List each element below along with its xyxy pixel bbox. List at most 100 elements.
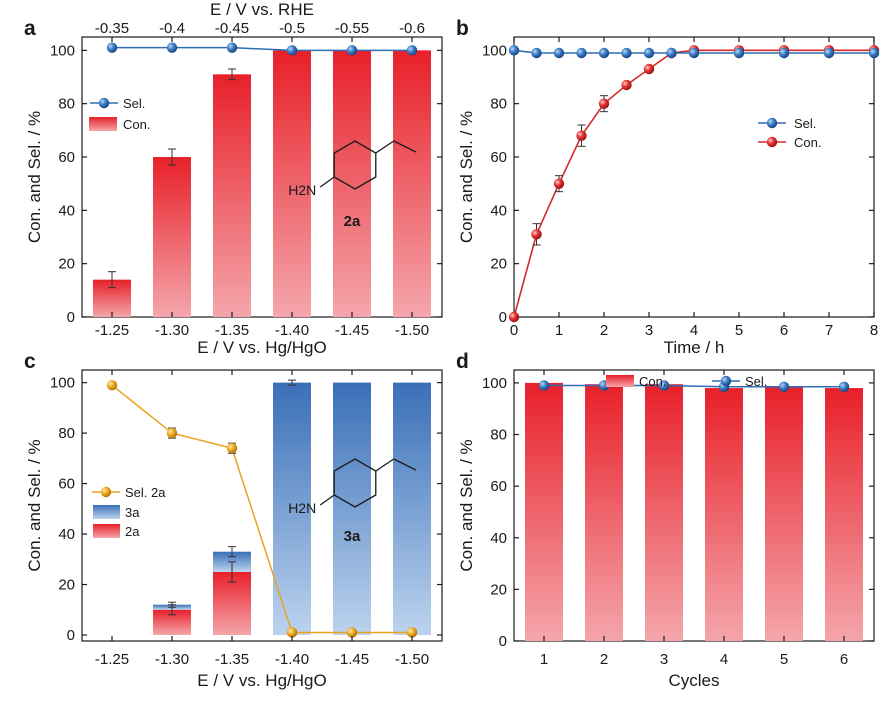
panel-label: b — [456, 17, 469, 40]
legend-label-sel: Sel. — [745, 374, 767, 389]
x-tick-label: 3 — [645, 322, 653, 339]
x-tick-label: -1.30 — [155, 322, 189, 339]
x-tick-label: 6 — [780, 322, 788, 339]
y-tick-label: 80 — [58, 425, 75, 442]
point-sel — [406, 45, 418, 56]
top-tick-label: -0.55 — [335, 20, 369, 37]
point-con — [598, 98, 610, 109]
error-bar-3a — [288, 379, 296, 386]
point-sel — [688, 47, 700, 59]
top-tick-label: -0.35 — [95, 20, 129, 37]
point-sel — [553, 47, 565, 59]
x-tick-label: -1.25 — [95, 322, 129, 339]
x-tick-label: -1.45 — [335, 322, 369, 339]
y-tick-label: 100 — [50, 42, 75, 59]
legend-swatch-3a — [93, 505, 120, 519]
x-tick-label: -1.40 — [275, 322, 309, 339]
x-tick-label: -1.50 — [395, 322, 429, 339]
error-bar-3a — [168, 601, 176, 608]
point-sel — [531, 47, 542, 59]
point-sel — [621, 47, 632, 59]
x-tick-label: -1.35 — [215, 322, 249, 339]
legend-label-sel: Sel. — [123, 96, 145, 111]
line-con — [513, 49, 874, 318]
point-sel — [106, 42, 118, 53]
error-bar-3a — [228, 546, 236, 558]
x-axis-label: Time / h — [664, 338, 725, 357]
molecule-2a — [319, 140, 417, 190]
point-sel — [838, 381, 850, 392]
legend-swatch-con — [606, 375, 634, 387]
y-tick-label: 60 — [490, 478, 507, 495]
x-tick-label: 2 — [600, 322, 608, 339]
ethyl-bond-1 — [375, 458, 395, 472]
point-con — [531, 229, 542, 240]
axes-box — [81, 36, 443, 318]
legend: Con. Sel. — [606, 374, 767, 389]
point-con — [621, 79, 632, 91]
point-sel — [823, 47, 835, 59]
compound-label: 2a — [344, 213, 361, 230]
x-axis-label: E / V vs. Hg/HgO — [197, 671, 326, 690]
legend-label-con: Con. — [794, 135, 821, 150]
y-tick-label: 20 — [490, 581, 507, 598]
point-sel — [666, 47, 677, 59]
y-tick-label: 60 — [490, 149, 507, 166]
plot-frame: 0 20 40 60 80 100 Con. and Sel. / % d 1 2 3 4 5 6 Cycl… — [456, 350, 875, 690]
bar-con — [273, 50, 311, 317]
y-tick-label: 40 — [58, 202, 75, 219]
amine-label: H2N — [288, 182, 316, 198]
ethyl-bond-2 — [393, 458, 417, 471]
y-tick-label: 80 — [490, 96, 507, 113]
point-sel — [226, 42, 238, 53]
top-tick-label: -0.45 — [215, 20, 249, 37]
plot-frame: 0 20 40 60 80 100 Con. and Sel. / % b 0 1 2 3 4 5 6 7 8 T… — [456, 17, 880, 357]
point-sel-2a — [286, 627, 298, 638]
legend-marker-con — [766, 136, 778, 148]
bar-con — [645, 384, 683, 641]
point-sel — [286, 45, 298, 56]
x-axis-label: E / V vs. Hg/HgO — [197, 338, 326, 357]
molecule-3a — [319, 458, 417, 508]
bar-con — [705, 388, 743, 641]
panel-label: a — [24, 17, 36, 40]
point-sel — [733, 47, 745, 59]
point-sel — [538, 380, 550, 391]
y-tick-label: 80 — [58, 96, 75, 113]
y-tick-label: 80 — [490, 427, 507, 444]
point-sel — [868, 47, 880, 59]
x-tick-label: 1 — [540, 651, 548, 668]
legend-marker-sel — [100, 486, 112, 498]
bar-con — [765, 386, 803, 641]
bar-3a — [393, 382, 431, 635]
x-axis-label: Cycles — [668, 671, 719, 690]
legend-swatch-con — [89, 117, 117, 131]
error-bar — [228, 68, 236, 81]
panel-label: d — [456, 350, 469, 373]
legend: Sel. Con. — [89, 96, 150, 132]
top-tick-label: -0.6 — [399, 20, 425, 37]
point-sel — [643, 47, 655, 59]
plot-frame: 0 20 40 60 80 100 Con. and Sel. / % a -1.25 -0.35… — [24, 0, 443, 357]
line-sel — [112, 46, 412, 52]
point-sel — [346, 45, 358, 56]
y-tick-label: 20 — [490, 256, 507, 273]
x-tick-label: -1.50 — [395, 651, 429, 668]
y-tick-label: 100 — [482, 375, 507, 392]
point-con — [643, 63, 655, 75]
x-tick-label: 6 — [840, 651, 848, 668]
legend-label-sel: Sel. 2a — [125, 485, 166, 500]
y-tick-label: 0 — [499, 309, 507, 326]
point-sel — [166, 42, 178, 53]
bar-con — [525, 382, 563, 641]
point-con — [576, 130, 587, 141]
axes-box — [513, 36, 875, 318]
top-tick-label: -0.4 — [159, 20, 185, 37]
legend-label-3a: 3a — [125, 505, 140, 520]
y-tick-label: 100 — [50, 375, 75, 392]
bar-con — [585, 384, 623, 641]
error-bar — [168, 148, 176, 166]
y-tick-label: 0 — [67, 627, 75, 644]
legend-marker-sel — [98, 97, 110, 109]
